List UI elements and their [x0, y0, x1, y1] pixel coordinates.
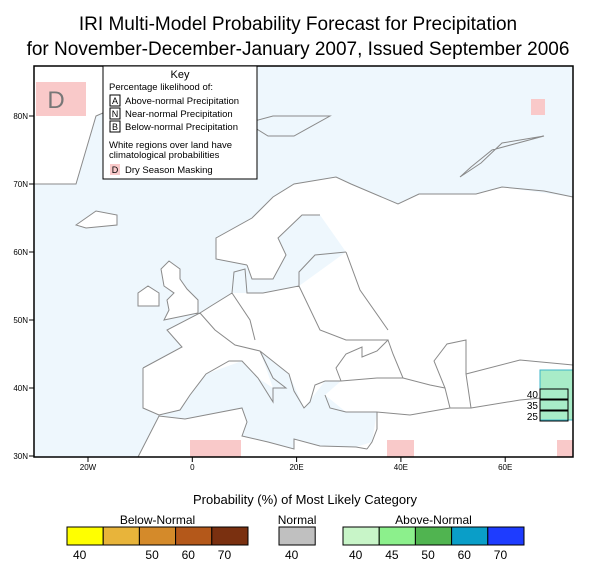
key-label: Below-normal Precipitation — [125, 122, 238, 133]
mask-swatch — [110, 164, 120, 175]
axes: 80N 70N 60N 50N 40N 30N 20W 0 20E 40E 60E — [13, 112, 512, 472]
legend-swatch — [414, 526, 453, 546]
inset-label: 25 — [527, 412, 539, 423]
key-items: A Above-normal Precipitation N Near-normal … — [109, 94, 239, 133]
legend-group-name: Below-Normal — [120, 513, 195, 527]
dry-mask — [190, 440, 241, 457]
caspian-sea — [433, 339, 472, 409]
legend-title: Probability (%) of Most Likely Category — [193, 492, 417, 507]
legend-group-name: Normal — [278, 513, 317, 527]
legend-swatch — [175, 526, 213, 546]
dry-mask — [387, 440, 414, 457]
legend: Below-Normal 40 50 60 70 Normal 40 Above-Normal… — [66, 513, 525, 562]
lon-label: 60E — [498, 463, 512, 472]
lon-label: 40E — [394, 463, 408, 472]
inset-box — [539, 399, 569, 411]
lon-label: 0 — [190, 463, 195, 472]
key-note: climatological probabilities — [109, 150, 220, 161]
legend-swatch — [342, 526, 380, 546]
lat-label: 70N — [13, 180, 28, 189]
key-note: White regions over land have — [109, 140, 232, 151]
key-letter-box — [109, 94, 121, 107]
inset-label: 40 — [527, 390, 539, 401]
key-label: Above-normal Precipitation — [125, 96, 239, 107]
key-letter-box — [109, 107, 121, 120]
legend-swatch — [378, 526, 416, 546]
mask-letter: D — [47, 87, 64, 114]
legend-swatch — [102, 526, 140, 546]
legend-swatch — [66, 526, 104, 546]
legend-swatch — [278, 526, 316, 546]
lat-label: 80N — [13, 112, 28, 121]
lon-label: 20W — [80, 463, 97, 472]
legend-swatch — [451, 526, 489, 546]
key-title: Key — [171, 69, 190, 81]
dry-mask — [531, 99, 545, 115]
legend-tick-label: 70 — [218, 548, 232, 562]
inset-label: 35 — [527, 401, 539, 412]
legend-tick-label: 40 — [349, 548, 363, 562]
land — [34, 66, 573, 457]
legend-tick-label: 40 — [285, 548, 299, 562]
lat-label: 50N — [13, 316, 28, 325]
lat-label: 30N — [13, 452, 28, 461]
coastline — [34, 101, 574, 458]
mask-swatch-letter: D — [112, 165, 119, 175]
title-line: IRI Multi-Model Probability Forecast for… — [79, 14, 517, 35]
inset-box — [539, 388, 569, 400]
lat-label: 40N — [13, 384, 28, 393]
key-letter: N — [112, 109, 119, 119]
key-subtitle: Percentage likelihood of: — [109, 82, 213, 93]
lon-label: 20E — [289, 463, 303, 472]
legend-group-name: Above-Normal — [395, 513, 472, 527]
lat-label: 60N — [13, 248, 28, 257]
inset-box — [539, 410, 569, 422]
dry-mask — [557, 440, 573, 457]
key-letter: B — [112, 122, 118, 132]
key-letter-box — [109, 120, 121, 133]
key-label: Near-normal Precipitation — [125, 109, 233, 120]
legend-tick-label: 60 — [182, 548, 196, 562]
legend-swatch — [487, 526, 525, 546]
black-sea — [325, 339, 404, 382]
mask-label: Dry Season Masking — [125, 165, 213, 176]
map-frame — [33, 65, 574, 458]
dry-mask — [36, 82, 86, 116]
legend-tick-label: 60 — [458, 548, 472, 562]
legend-tick-label: 70 — [494, 548, 508, 562]
key-box — [102, 65, 258, 180]
legend-swatch — [211, 526, 249, 546]
legend-tick-label: 50 — [421, 548, 435, 562]
title-line: for November-December-January 2007, Issu… — [27, 39, 570, 60]
legend-swatch — [138, 526, 177, 546]
key: Key Percentage likelihood of: A Above-nor… — [102, 65, 258, 180]
key-letter: A — [112, 96, 118, 106]
legend-tick-label: 40 — [73, 548, 87, 562]
legend-tick-label: 45 — [385, 548, 399, 562]
legend-tick-label: 50 — [145, 548, 159, 562]
